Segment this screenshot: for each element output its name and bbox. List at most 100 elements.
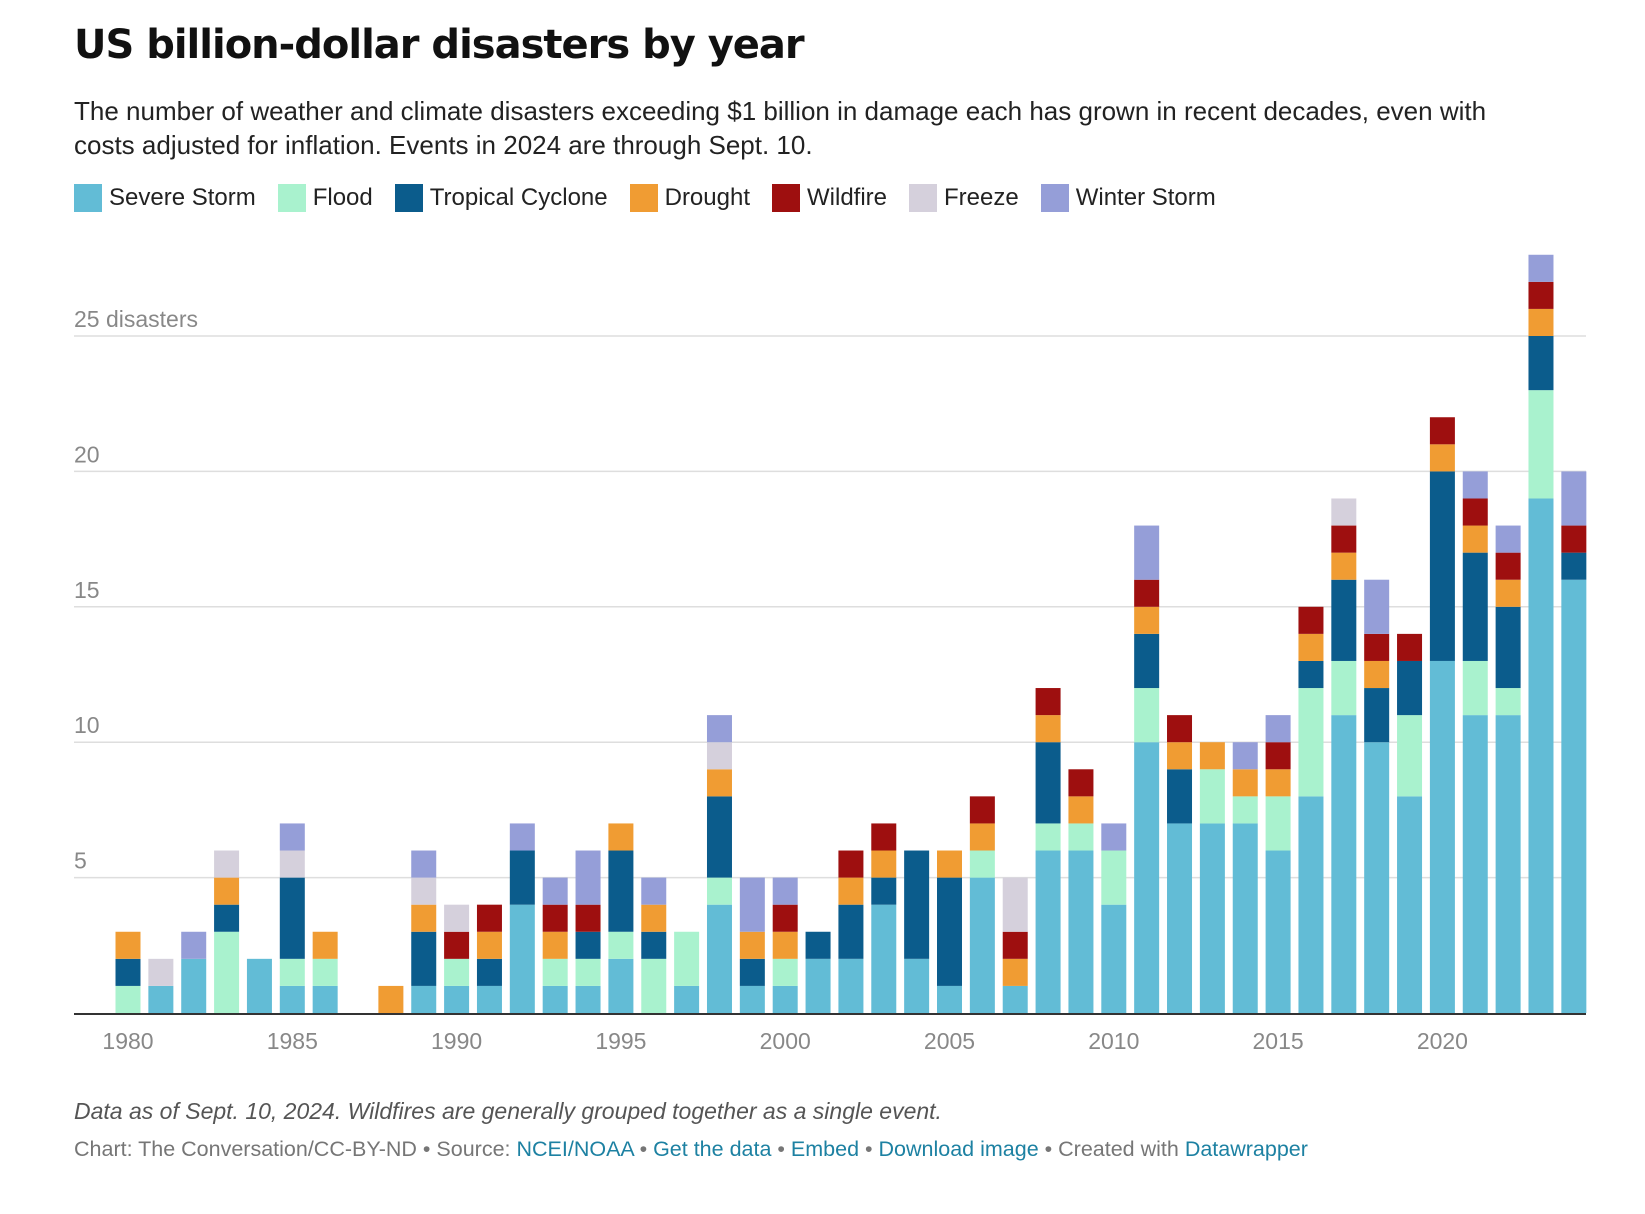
bar-segment (871, 823, 897, 851)
x-tick-label: 2020 (1417, 1028, 1468, 1054)
bar-segment (1364, 688, 1390, 743)
bar-segment (279, 877, 305, 959)
bar-segment (1364, 633, 1390, 661)
bar-segment (1397, 715, 1423, 797)
bar-segment (1298, 796, 1324, 1013)
bar-segment (1495, 552, 1521, 580)
bar-segment (1134, 606, 1160, 634)
datawrapper-link[interactable]: Datawrapper (1184, 1137, 1308, 1161)
bar-segment (148, 958, 174, 986)
bar-segment (542, 877, 568, 905)
legend-label: Tropical Cyclone (429, 184, 608, 211)
bar-segment (411, 877, 437, 905)
footer-separator: • Source: (416, 1137, 517, 1161)
bar-segment (1002, 985, 1028, 1013)
legend-swatch (909, 184, 938, 212)
bar-segment (411, 985, 437, 1013)
bar-segment (279, 823, 305, 851)
footer-separator: • (859, 1137, 879, 1161)
bar-segment (115, 931, 141, 959)
bar-segment (772, 904, 798, 932)
bar-segment (1232, 742, 1258, 770)
bar-segment (542, 931, 568, 959)
bar-segment (1331, 498, 1357, 526)
legend-swatch (394, 184, 423, 212)
bars (115, 254, 1587, 1014)
bar-segment (279, 985, 305, 1013)
bar-segment (1167, 769, 1193, 824)
bar-segment (1134, 742, 1160, 1013)
get-data-link[interactable]: Get the data (653, 1137, 772, 1161)
bar-segment (1199, 742, 1225, 770)
bar-segment (476, 931, 502, 959)
bar-segment (1068, 850, 1094, 1013)
bar-segment (509, 823, 535, 851)
bar-segment (444, 958, 470, 986)
legend-item: Wildfire (772, 184, 887, 212)
x-tick-label: 1985 (267, 1028, 318, 1054)
bar-segment (1331, 579, 1357, 661)
embed-link[interactable]: Embed (790, 1137, 860, 1161)
bar-segment (1495, 525, 1521, 553)
bar-segment (411, 904, 437, 932)
bar-segment (838, 850, 864, 878)
bar-segment (542, 904, 568, 932)
bar-segment (115, 958, 141, 986)
bar-segment (1528, 308, 1554, 336)
legend-label: Flood (312, 184, 373, 211)
bar-segment (1232, 796, 1258, 824)
bar-segment (838, 877, 864, 905)
bar-segment (575, 931, 601, 959)
bar-segment (246, 958, 272, 1013)
bar-segment (608, 823, 634, 851)
bar-segment (641, 931, 667, 959)
download-image-link[interactable]: Download image (878, 1137, 1039, 1161)
bar-segment (969, 823, 995, 851)
bar-segment (476, 985, 502, 1013)
bar-segment (1002, 877, 1028, 932)
bar-segment (1561, 525, 1587, 553)
source-link[interactable]: NCEI/NOAA (516, 1137, 634, 1161)
bar-segment (706, 796, 732, 878)
bar-segment (1495, 579, 1521, 607)
footer-separator: • Created with (1038, 1137, 1185, 1161)
bar-segment (1528, 281, 1554, 309)
bar-segment (706, 904, 732, 1013)
bar-segment (706, 877, 732, 905)
bar-segment (937, 877, 962, 986)
bar-segment (871, 850, 897, 878)
bar-segment (1528, 498, 1554, 1014)
bar-segment (542, 958, 568, 986)
bar-segment (1331, 525, 1357, 553)
bar-segment (1429, 660, 1455, 1013)
bar-segment (1298, 660, 1324, 689)
bar-segment (1002, 958, 1028, 986)
chart-title: US billion-dollar disasters by year (74, 22, 805, 68)
bar-segment (181, 931, 207, 959)
bar-segment (115, 985, 141, 1013)
bar-segment (1068, 823, 1094, 851)
bar-segment (1265, 850, 1291, 1013)
x-tick-label: 2015 (1253, 1028, 1304, 1054)
bar-segment (706, 742, 732, 770)
bar-segment (378, 985, 404, 1013)
bar-segment (1298, 688, 1324, 797)
legend-label: Severe Storm (109, 184, 256, 211)
bar-segment (608, 850, 634, 932)
y-tick-label: 15 (74, 577, 100, 603)
bar-segment (1364, 742, 1390, 1013)
bar-segment (772, 931, 798, 959)
bar-segment (1035, 715, 1061, 743)
bar-segment (148, 985, 174, 1013)
bar-segment (1462, 498, 1488, 526)
legend: Severe Storm Flood Tropical Cyclone Drought… (74, 184, 1238, 212)
bar-segment (1462, 660, 1488, 716)
bar-segment (1167, 715, 1193, 743)
bar-segment (1265, 796, 1291, 851)
bar-segment (1331, 660, 1357, 716)
bar-segment (805, 931, 831, 959)
bar-segment (1232, 823, 1258, 1013)
bar-segment (312, 985, 338, 1013)
bar-segment (1462, 552, 1488, 661)
bar-segment (1265, 742, 1291, 770)
